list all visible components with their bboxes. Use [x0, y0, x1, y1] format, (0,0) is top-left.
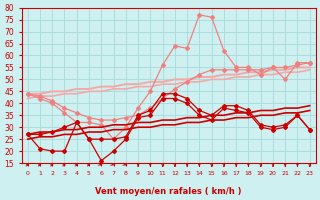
X-axis label: Vent moyen/en rafales ( km/h ): Vent moyen/en rafales ( km/h )	[95, 187, 242, 196]
